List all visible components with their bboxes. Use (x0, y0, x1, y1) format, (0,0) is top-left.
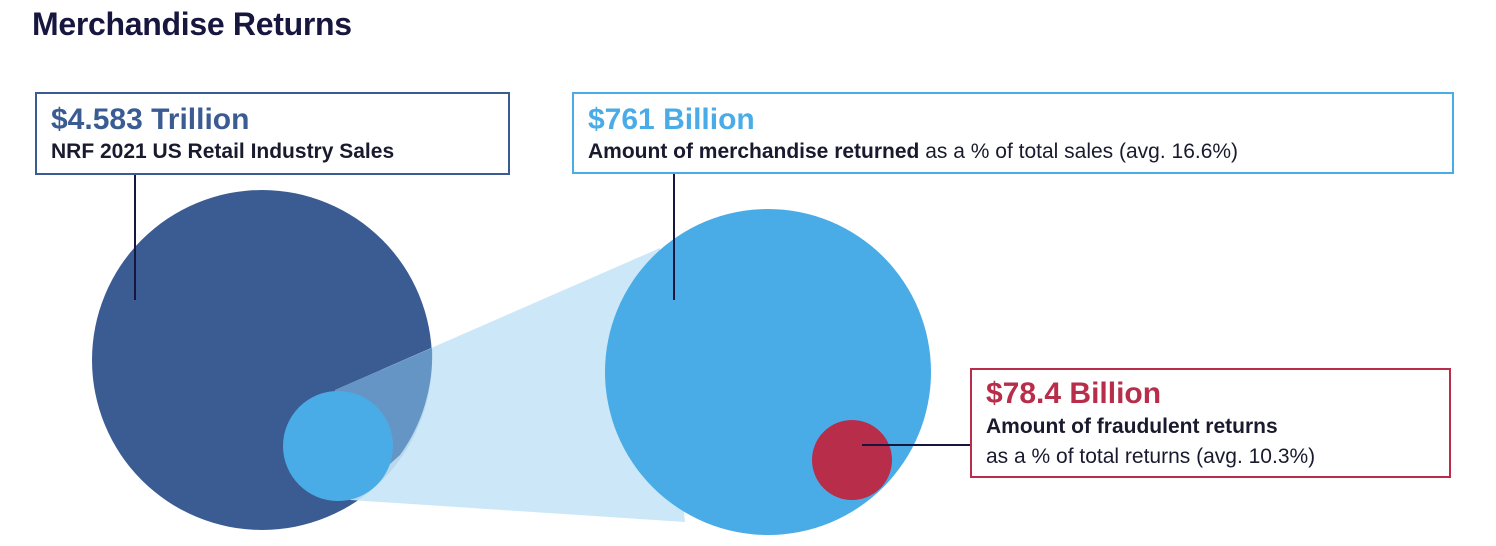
fraud-callout: $78.4 Billion Amount of fraudulent retur… (970, 368, 1451, 478)
page-title: Merchandise Returns (32, 6, 352, 42)
fraud-label-bold: Amount of fraudulent returns (986, 412, 1435, 442)
zoom-cone (335, 248, 685, 522)
total-sales-label: NRF 2021 US Retail Industry Sales (51, 140, 395, 163)
fraud-label-bold-text: Amount of fraudulent returns (986, 415, 1278, 438)
fraud-value: $78.4 Billion (986, 377, 1162, 410)
returns-label-bold: Amount of merchandise returned (588, 140, 920, 163)
total-sales-value: $4.583 Trillion (51, 103, 250, 136)
fraud-label-rest: as a % of total returns (avg. 10.3%) (986, 445, 1316, 468)
total-sales-callout: $4.583 Trillion NRF 2021 US Retail Indus… (35, 92, 510, 175)
returns-value: $761 Billion (588, 103, 755, 136)
returns-label-rest: as a % of total sales (avg. 16.6%) (919, 140, 1239, 163)
fraud-circle (812, 420, 892, 500)
returns-callout: $761 Billion Amount of merchandise retur… (572, 92, 1454, 174)
returns-label: Amount of merchandise returned as a % of… (588, 138, 1438, 166)
returns-share-circle (283, 391, 393, 501)
